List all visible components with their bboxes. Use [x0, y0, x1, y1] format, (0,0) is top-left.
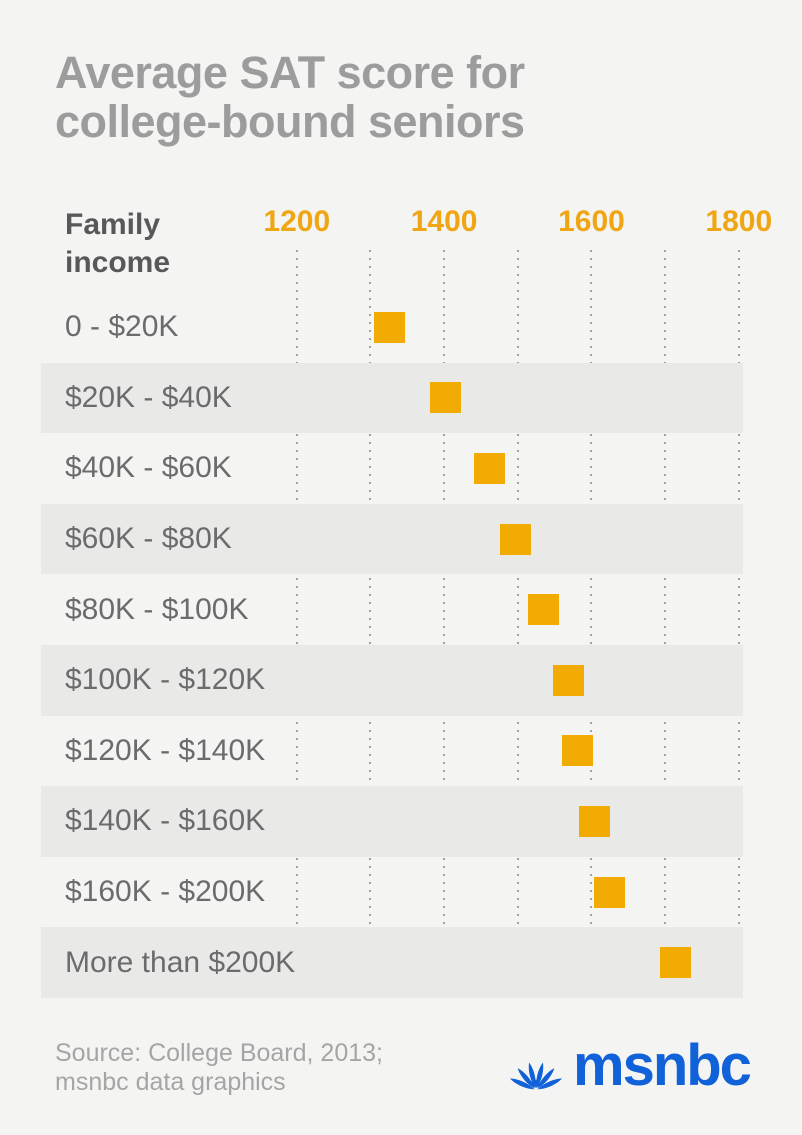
- y-axis-header: Family income: [65, 208, 171, 279]
- income-row: $120K - $140K: [0, 716, 802, 787]
- msnbc-wordmark: msnbc: [573, 1033, 752, 1098]
- sat-score-marker: [578, 806, 610, 837]
- sat-score-marker: [473, 453, 505, 484]
- income-row: $140K - $160K: [41, 786, 743, 857]
- sat-score-marker: [430, 382, 462, 414]
- income-row: $40K - $60K: [0, 433, 802, 504]
- sat-score-marker: [553, 664, 585, 696]
- income-label: $120K - $140K: [65, 733, 266, 767]
- gridline-1500: [516, 250, 519, 998]
- income-label: $80K - $100K: [65, 592, 249, 626]
- x-tick-label: 1800: [705, 205, 773, 238]
- nbc-peacock-icon: [509, 1062, 563, 1090]
- gridline-1600: [590, 250, 593, 998]
- income-row: $20K - $40K: [41, 362, 743, 434]
- income-row: $100K - $120K: [41, 645, 743, 716]
- income-label: $60K - $80K: [65, 522, 232, 556]
- x-tick-label: 1200: [263, 205, 331, 238]
- income-label: $40K - $60K: [65, 451, 232, 485]
- income-label: $140K - $160K: [65, 804, 266, 838]
- gridline-1700: [664, 250, 667, 998]
- income-label: $20K - $40K: [65, 380, 232, 414]
- source-note: Source: College Board, 2013; msnbc data …: [55, 1039, 383, 1096]
- gridline-1800: [737, 250, 740, 998]
- income-row: 0 - $20K: [0, 292, 802, 363]
- sat-score-marker: [659, 947, 691, 979]
- income-label: $100K - $120K: [65, 663, 266, 697]
- income-row: More than $200K: [41, 927, 743, 998]
- income-label: $160K - $200K: [65, 875, 266, 909]
- chart-title: Average SAT score for college-bound seni…: [55, 47, 525, 147]
- income-label: 0 - $20K: [65, 310, 179, 344]
- gridline-1300: [369, 250, 372, 998]
- sat-score-marker: [500, 523, 532, 555]
- income-label: More than $200K: [65, 945, 296, 979]
- x-tick-label: 1400: [410, 205, 478, 238]
- income-row: $160K - $200K: [0, 857, 802, 928]
- sat-score-marker: [561, 735, 593, 767]
- sat-score-marker: [528, 594, 560, 626]
- sat-score-marker: [594, 876, 626, 908]
- msnbc-logo: msnbc: [507, 1036, 757, 1096]
- income-row: $60K - $80K: [41, 503, 743, 575]
- sat-score-marker: [374, 311, 406, 343]
- gridline-1400: [443, 250, 446, 998]
- x-tick-label: 1600: [558, 205, 625, 238]
- income-row: $80K - $100K: [0, 574, 802, 645]
- gridline-1200: [295, 250, 298, 998]
